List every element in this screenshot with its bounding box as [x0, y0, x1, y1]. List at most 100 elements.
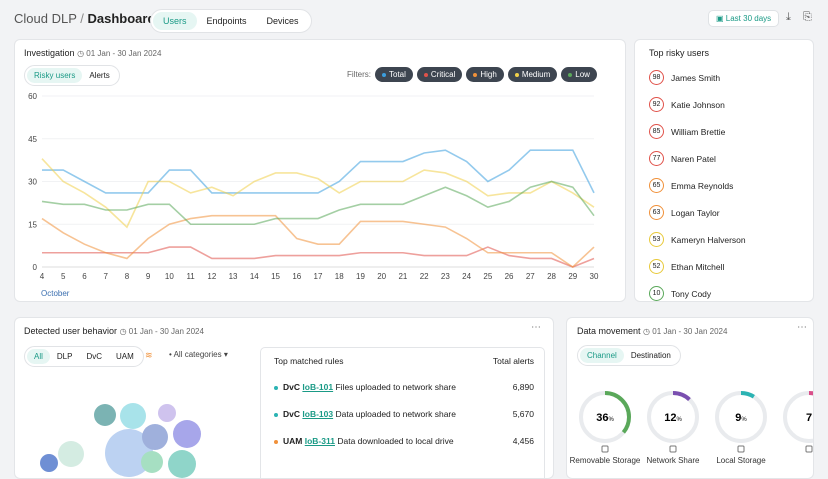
filters: Filters: Total Critical High Medium Low: [347, 67, 597, 82]
toggle-option[interactable]: Risky users: [27, 68, 83, 83]
tab[interactable]: DvC: [86, 352, 103, 361]
more-menu[interactable]: ⋯: [531, 322, 541, 333]
toggle: Risky users Alerts: [24, 65, 120, 86]
x-tick-label: 18: [335, 272, 344, 281]
filter-dot: [568, 72, 573, 77]
export-icon[interactable]: ⎘: [803, 11, 812, 23]
tab[interactable]: All: [27, 349, 50, 364]
tab[interactable]: Channel: [580, 348, 624, 363]
user-name: Katie Johnson: [671, 100, 725, 110]
x-tick-label: 8: [125, 272, 130, 281]
score-badge: 53: [649, 232, 664, 247]
rule-row: DvC IoB-101 Files uploaded to network sh…: [274, 382, 456, 392]
rule-channel: DvC: [283, 382, 301, 392]
donut-label: Network Share: [647, 456, 700, 465]
score-badge: 52: [649, 259, 664, 274]
x-tick-label: 14: [250, 272, 259, 281]
rule-description: Files uploaded to network share: [335, 382, 456, 392]
card-header: Data movement ◷ 01 Jan - 30 Jan 2024: [577, 326, 728, 336]
unit: %: [608, 417, 614, 423]
filter-dot: [473, 72, 478, 77]
y-tick-label: 60: [28, 92, 37, 101]
x-tick-label: 16: [292, 272, 301, 281]
tab[interactable]: Destination: [630, 351, 671, 360]
rule-dot: [274, 385, 278, 390]
toggle-option[interactable]: Alerts: [89, 71, 110, 80]
tab[interactable]: Endpoints: [206, 16, 247, 26]
card-title: Data movement: [577, 326, 641, 336]
filters-label: Filters:: [347, 70, 371, 79]
x-tick-label: 11: [186, 272, 195, 281]
score-badge: 92: [649, 97, 664, 112]
filter-name: Total: [389, 70, 406, 79]
donut-label: Removable Storage: [570, 456, 641, 465]
user-name: Emma Reynolds: [671, 181, 734, 191]
filter-chip[interactable]: Medium: [507, 67, 558, 82]
user-name: Logan Taylor: [671, 208, 720, 218]
rule-channel: DvC: [283, 409, 301, 419]
x-axis-label: October: [41, 289, 70, 298]
score-badge: 85: [649, 124, 664, 139]
page: Cloud DLP / Dashboards Users Endpoints D…: [14, 9, 814, 479]
donut-arc: [783, 391, 813, 443]
rule-id[interactable]: IoB-103: [302, 409, 334, 419]
filter-chip[interactable]: Critical: [416, 67, 463, 82]
score-badge: 77: [649, 151, 664, 166]
y-tick-label: 15: [28, 220, 37, 229]
x-tick-label: 10: [165, 272, 174, 281]
y-tick-label: 45: [28, 135, 37, 144]
donut-value: 12%: [664, 412, 682, 424]
date-range-button[interactable]: ▣ Last 30 days: [708, 10, 780, 27]
category-dropdown[interactable]: • All categories ▾: [169, 350, 228, 359]
x-tick-label: 22: [420, 272, 429, 281]
tab[interactable]: DLP: [56, 352, 73, 361]
tabs: Users Endpoints Devices: [150, 9, 312, 33]
rule-id[interactable]: IoB-311: [304, 436, 335, 446]
filter-chip[interactable]: Low: [561, 67, 597, 82]
x-tick-label: 6: [82, 272, 87, 281]
filter-dot: [514, 72, 519, 77]
card-title: Investigation: [24, 48, 75, 58]
filter-chip[interactable]: High: [466, 67, 504, 82]
bubble: [94, 404, 116, 426]
rule-alerts: 5,670: [512, 409, 534, 419]
filter-chip[interactable]: Total: [375, 67, 413, 82]
value: 7: [806, 412, 812, 424]
x-tick-label: 5: [61, 272, 66, 281]
rule-id[interactable]: IoB-101: [302, 382, 334, 392]
more-menu[interactable]: ⋯: [797, 322, 807, 333]
tab[interactable]: Users: [153, 12, 197, 30]
user-name: Naren Patel: [671, 154, 716, 164]
bubble: [173, 420, 201, 448]
behavior-card: Detected user behavior ◷ 01 Jan - 30 Jan…: [14, 317, 554, 479]
value: 36: [596, 412, 608, 424]
score-badge: 63: [649, 205, 664, 220]
card-title: Detected user behavior: [24, 326, 118, 336]
user-name: Tony Cody: [671, 289, 712, 299]
breadcrumb: Cloud DLP / Dashboards: [14, 11, 163, 26]
category-filter: All categories: [173, 350, 222, 359]
filter-dot: [423, 72, 428, 77]
donut-value: 7: [806, 412, 812, 424]
tab[interactable]: Devices: [266, 16, 299, 26]
filter-name: Medium: [521, 70, 551, 79]
user-name: Ethan Mitchell: [671, 262, 725, 272]
rule-description: Data uploaded to network share: [335, 409, 456, 419]
series-line: [42, 246, 595, 268]
value: 12: [664, 412, 676, 424]
rule-row: DvC IoB-103 Data uploaded to network sha…: [274, 409, 456, 419]
x-tick-label: 23: [441, 272, 450, 281]
investigation-card: Investigation ◷ 01 Jan - 30 Jan 2024 Ris…: [14, 39, 626, 302]
series-line: [41, 158, 595, 229]
tab[interactable]: UAM: [116, 352, 134, 361]
x-tick-label: 26: [505, 272, 514, 281]
movement-tabs: Channel Destination: [577, 345, 681, 366]
filter-name: Low: [575, 70, 590, 79]
rule-dot: [274, 412, 278, 417]
date: 01 Jan - 30 Jan 2024: [86, 49, 162, 58]
donut-arc: [579, 391, 631, 443]
filter-name: High: [480, 70, 497, 79]
download-icon[interactable]: ⤓: [786, 11, 791, 23]
series-line: [41, 214, 595, 269]
score-badge: 98: [649, 70, 664, 85]
